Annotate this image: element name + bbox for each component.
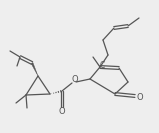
Text: O: O [137, 92, 143, 101]
Text: O: O [72, 76, 78, 84]
Text: O: O [59, 107, 65, 117]
Text: C: C [99, 61, 105, 70]
Polygon shape [31, 63, 38, 76]
